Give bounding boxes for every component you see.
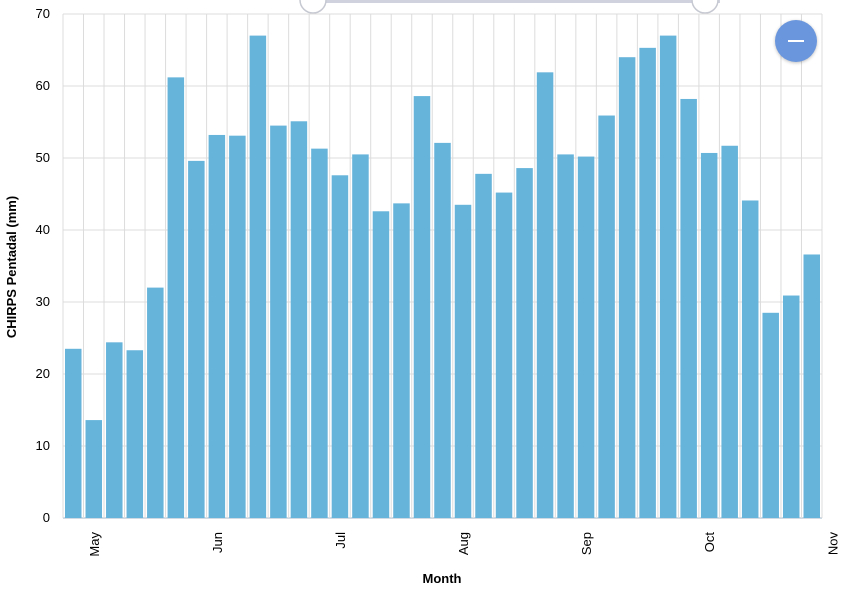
bar[interactable] bbox=[270, 125, 287, 518]
bar[interactable] bbox=[741, 200, 759, 519]
bar[interactable] bbox=[618, 57, 636, 518]
bar[interactable] bbox=[700, 152, 718, 518]
bar[interactable] bbox=[454, 204, 472, 519]
bar[interactable] bbox=[782, 295, 800, 518]
x-axis: May Jun Jul Aug Sep Oct Nov bbox=[87, 532, 840, 557]
zoom-out-button[interactable] bbox=[775, 20, 817, 62]
bar[interactable] bbox=[577, 156, 595, 518]
x-tick-label: Oct bbox=[702, 532, 717, 553]
bar[interactable] bbox=[126, 350, 144, 518]
y-tick-label: 40 bbox=[36, 222, 50, 237]
y-tick-label: 20 bbox=[36, 366, 50, 381]
y-axis: 0 10 20 30 40 50 60 70 bbox=[36, 6, 50, 525]
bar[interactable] bbox=[659, 35, 677, 518]
x-axis-label: Month bbox=[423, 571, 462, 586]
bar[interactable] bbox=[475, 173, 492, 518]
bar[interactable] bbox=[516, 168, 533, 518]
bar[interactable] bbox=[290, 121, 308, 518]
bar[interactable] bbox=[147, 287, 164, 518]
y-tick-label: 10 bbox=[36, 438, 50, 453]
range-slider-track[interactable] bbox=[300, 0, 720, 3]
range-slider-right-handle[interactable] bbox=[691, 0, 719, 14]
bar[interactable] bbox=[680, 98, 697, 519]
y-tick-label: 30 bbox=[36, 294, 50, 309]
bar[interactable] bbox=[311, 148, 328, 518]
bar[interactable] bbox=[495, 192, 513, 518]
x-tick-label: Nov bbox=[825, 532, 840, 556]
bar[interactable] bbox=[188, 160, 205, 518]
bar[interactable] bbox=[803, 254, 820, 519]
bar[interactable] bbox=[762, 312, 779, 518]
chart-grid bbox=[62, 13, 823, 519]
chart-bars bbox=[65, 35, 820, 519]
y-tick-label: 60 bbox=[36, 78, 50, 93]
bar[interactable] bbox=[167, 77, 185, 519]
y-axis-label: CHIRPS Pentadal (mm) bbox=[4, 196, 19, 338]
bar[interactable] bbox=[85, 420, 103, 518]
bar[interactable] bbox=[65, 348, 82, 518]
bar[interactable] bbox=[721, 145, 738, 518]
x-tick-label: Jul bbox=[333, 532, 348, 549]
x-tick-label: Jun bbox=[210, 532, 225, 553]
bar[interactable] bbox=[413, 96, 431, 518]
x-tick-label: Aug bbox=[456, 532, 471, 555]
bar[interactable] bbox=[229, 135, 246, 518]
range-slider[interactable] bbox=[299, 0, 720, 14]
bar[interactable] bbox=[352, 154, 369, 518]
bar[interactable] bbox=[598, 115, 615, 519]
bar[interactable] bbox=[536, 72, 554, 518]
bar[interactable] bbox=[393, 203, 410, 519]
x-tick-label: Sep bbox=[579, 532, 594, 555]
bar[interactable] bbox=[208, 134, 226, 518]
minus-icon bbox=[788, 40, 804, 42]
y-tick-label: 50 bbox=[36, 150, 50, 165]
bar[interactable] bbox=[372, 211, 390, 518]
y-tick-label: 0 bbox=[43, 510, 50, 525]
range-slider-left-handle[interactable] bbox=[299, 0, 327, 14]
bar[interactable] bbox=[331, 175, 349, 518]
bar[interactable] bbox=[249, 35, 267, 518]
bar[interactable] bbox=[639, 47, 656, 519]
bar[interactable] bbox=[434, 142, 451, 518]
y-tick-label: 70 bbox=[36, 6, 50, 21]
x-tick-label: May bbox=[87, 532, 102, 557]
bar[interactable] bbox=[557, 154, 574, 518]
bar[interactable] bbox=[106, 342, 123, 518]
